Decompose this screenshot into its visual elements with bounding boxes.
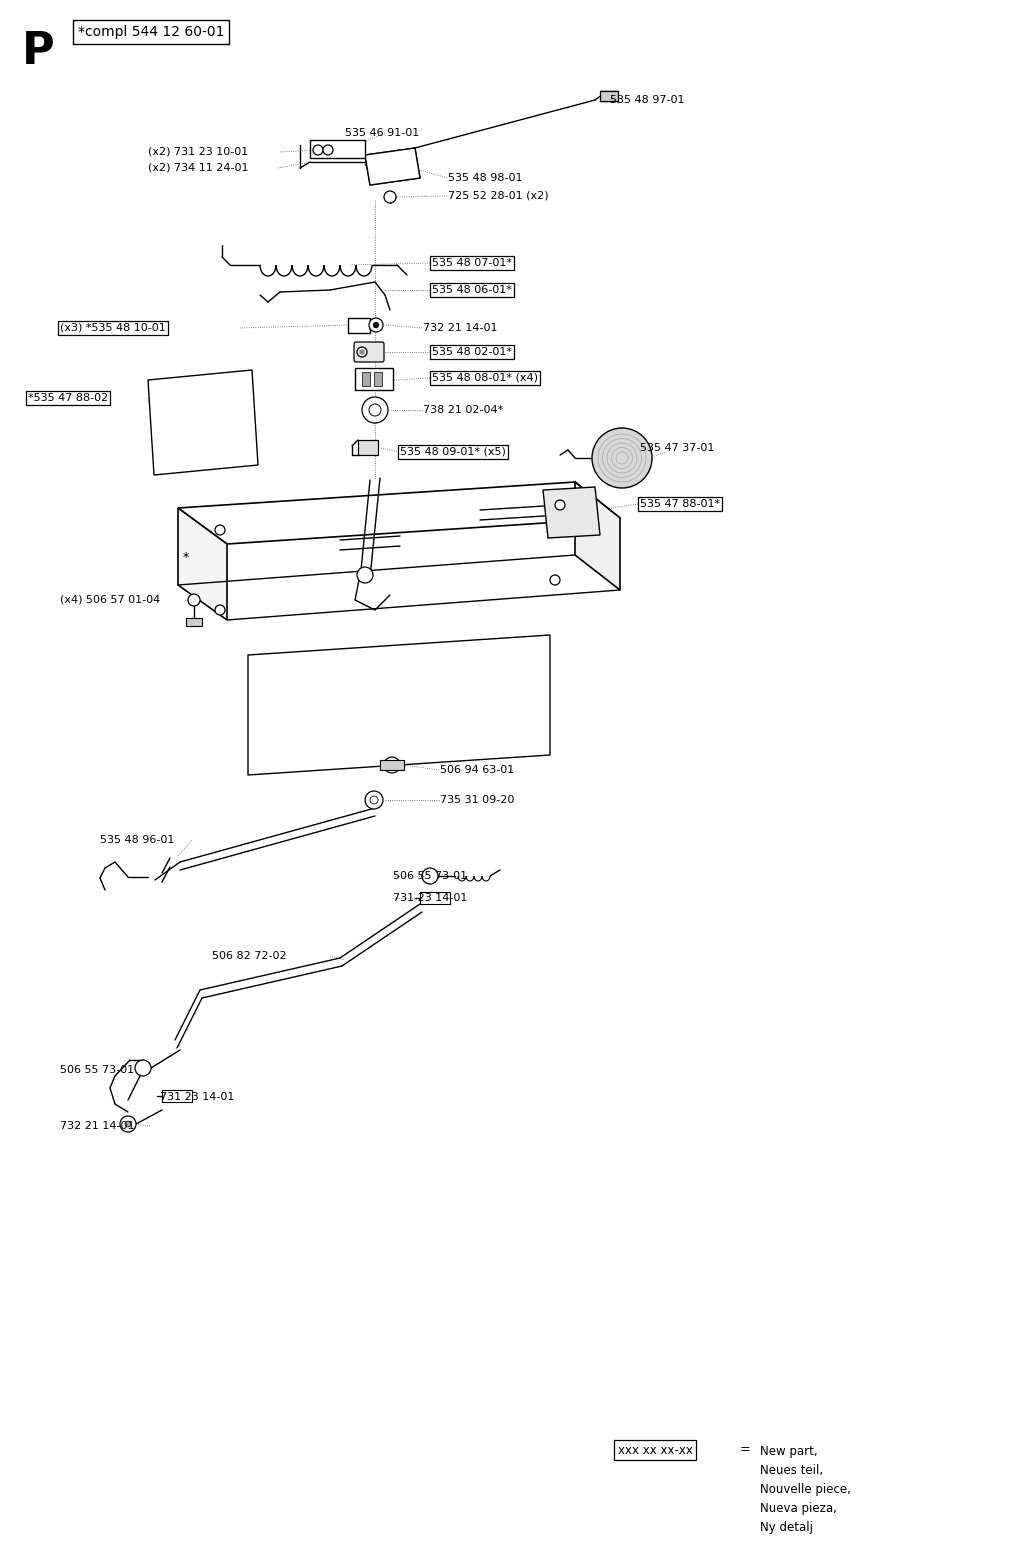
Bar xyxy=(348,319,370,333)
Text: 535 48 09-01* (x5): 535 48 09-01* (x5) xyxy=(400,448,506,457)
Circle shape xyxy=(215,605,225,615)
Circle shape xyxy=(125,1120,131,1127)
Text: 506 82 72-02: 506 82 72-02 xyxy=(212,951,287,960)
Text: *535 47 88-02: *535 47 88-02 xyxy=(28,393,109,402)
Circle shape xyxy=(369,404,381,416)
Text: 535 46 91-01: 535 46 91-01 xyxy=(345,127,419,138)
Text: 535 48 97-01: 535 48 97-01 xyxy=(610,95,684,106)
Circle shape xyxy=(362,396,388,423)
Circle shape xyxy=(550,575,560,584)
Polygon shape xyxy=(543,486,600,538)
Text: P: P xyxy=(22,30,54,73)
FancyBboxPatch shape xyxy=(354,342,384,362)
Circle shape xyxy=(369,319,383,333)
Text: 731 23 14-01: 731 23 14-01 xyxy=(393,894,467,903)
Text: 506 55 73-01: 506 55 73-01 xyxy=(393,870,467,881)
Polygon shape xyxy=(178,508,227,620)
Text: 535 48 96-01: 535 48 96-01 xyxy=(100,834,174,845)
Circle shape xyxy=(357,347,367,357)
Polygon shape xyxy=(575,482,620,591)
Bar xyxy=(162,1089,193,1102)
Text: 535 47 88-01*: 535 47 88-01* xyxy=(640,499,720,510)
Bar xyxy=(380,760,404,769)
Text: (x2) 731 23 10-01: (x2) 731 23 10-01 xyxy=(148,148,248,157)
Text: xxx xx xx-xx: xxx xx xx-xx xyxy=(618,1444,693,1456)
Circle shape xyxy=(592,427,652,488)
Text: (x4) 506 57 01-04: (x4) 506 57 01-04 xyxy=(60,595,160,605)
Circle shape xyxy=(374,323,379,328)
Text: 506 55 73-01: 506 55 73-01 xyxy=(60,1064,134,1075)
Text: 535 48 02-01*: 535 48 02-01* xyxy=(432,347,512,357)
Text: 535 48 98-01: 535 48 98-01 xyxy=(449,172,522,183)
Polygon shape xyxy=(178,482,620,544)
Text: 735 31 09-20: 735 31 09-20 xyxy=(440,796,514,805)
Bar xyxy=(600,92,618,101)
Text: 506 94 63-01: 506 94 63-01 xyxy=(440,765,514,775)
Circle shape xyxy=(313,145,323,155)
Text: 732 21 14-01: 732 21 14-01 xyxy=(60,1120,134,1131)
Bar xyxy=(374,371,382,385)
Bar xyxy=(362,371,370,385)
Circle shape xyxy=(188,594,200,606)
Text: (x2) 734 11 24-01: (x2) 734 11 24-01 xyxy=(148,163,249,172)
Circle shape xyxy=(135,1060,151,1075)
Text: =: = xyxy=(740,1444,751,1456)
Circle shape xyxy=(215,525,225,535)
Bar xyxy=(358,440,378,455)
Polygon shape xyxy=(148,370,258,476)
Circle shape xyxy=(323,145,333,155)
Polygon shape xyxy=(365,148,420,185)
Text: *compl 544 12 60-01: *compl 544 12 60-01 xyxy=(78,25,224,39)
Circle shape xyxy=(384,757,400,772)
Bar xyxy=(420,892,450,904)
Text: 535 48 08-01* (x4): 535 48 08-01* (x4) xyxy=(432,373,538,382)
Text: New part,
Neues teil,
Nouvelle piece,
Nueva pieza,
Ny detalj: New part, Neues teil, Nouvelle piece, Nu… xyxy=(760,1445,851,1534)
Polygon shape xyxy=(248,636,550,775)
Text: 738 21 02-04*: 738 21 02-04* xyxy=(423,406,503,415)
Text: 535 48 06-01*: 535 48 06-01* xyxy=(432,284,512,295)
Circle shape xyxy=(370,796,378,803)
Circle shape xyxy=(357,567,373,583)
Bar xyxy=(310,140,365,159)
Text: *: * xyxy=(183,550,189,564)
Text: 535 47 37-01: 535 47 37-01 xyxy=(640,443,715,454)
Circle shape xyxy=(365,791,383,810)
Circle shape xyxy=(555,500,565,510)
Text: 731 23 14-01: 731 23 14-01 xyxy=(160,1092,234,1102)
Circle shape xyxy=(360,350,364,354)
Circle shape xyxy=(384,191,396,204)
Circle shape xyxy=(120,1116,136,1131)
Bar xyxy=(355,368,393,390)
Text: 725 52 28-01 (x2): 725 52 28-01 (x2) xyxy=(449,191,549,200)
Text: (x3) *535 48 10-01: (x3) *535 48 10-01 xyxy=(60,323,166,333)
Circle shape xyxy=(422,869,438,884)
Bar xyxy=(186,618,202,626)
Text: 732 21 14-01: 732 21 14-01 xyxy=(423,323,498,333)
Text: 535 48 07-01*: 535 48 07-01* xyxy=(432,258,512,267)
